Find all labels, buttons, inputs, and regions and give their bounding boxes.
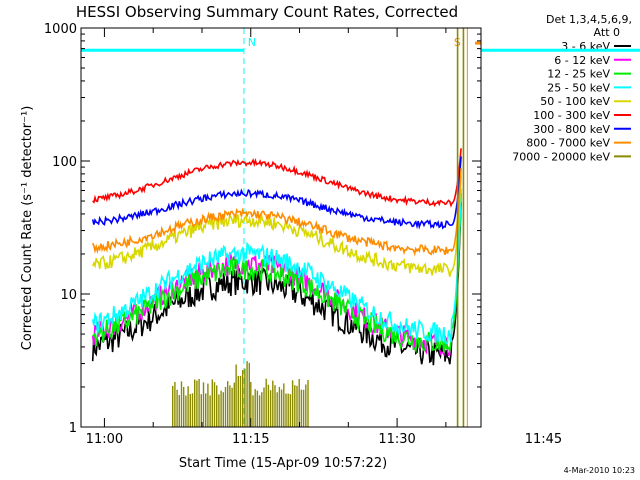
y-tick-label: 10 xyxy=(60,288,77,303)
series-line xyxy=(91,188,462,345)
legend-header-1: Det 1,3,4,5,6,9, xyxy=(546,13,632,26)
legend-label: 12 - 25 keV xyxy=(547,68,610,81)
y-tick-label: 100 xyxy=(52,155,77,170)
legend-header-2: Att 0 xyxy=(594,26,620,39)
series-line xyxy=(91,168,462,257)
legend-label: 800 - 7000 keV xyxy=(526,137,610,150)
y-tick-label: 1 xyxy=(69,421,77,436)
x-tick-label: 11:30 xyxy=(378,432,415,447)
x-tick-label: 11:15 xyxy=(232,432,269,447)
y-tick-label: 1000 xyxy=(44,22,77,37)
y-axis-label: Corrected Count Rate (s⁻¹ detector⁻¹) xyxy=(20,106,35,351)
series-line xyxy=(92,197,462,354)
series-line xyxy=(91,202,462,366)
legend-label: 50 - 100 keV xyxy=(540,95,610,108)
marker-label: N xyxy=(248,36,256,49)
legend-label: 6 - 12 keV xyxy=(554,54,610,67)
timestamp: 4-Mar-2010 10:23 xyxy=(564,466,635,475)
x-tick-label: 11:00 xyxy=(86,432,123,447)
legend-label: 7000 - 20000 keV xyxy=(512,150,610,163)
series-lines xyxy=(91,28,465,427)
legend-label: 300 - 800 keV xyxy=(533,123,610,136)
chart-title: HESSI Observing Summary Count Rates, Cor… xyxy=(76,3,458,21)
series-line xyxy=(92,148,462,208)
x-axis-label: Start Time (15-Apr-09 10:57:22) xyxy=(179,456,387,471)
x-tick-label: 11:45 xyxy=(525,432,562,447)
legend-label: 25 - 50 keV xyxy=(547,81,610,94)
plot-frame xyxy=(80,27,482,428)
legend-label: 100 - 300 keV xyxy=(533,109,610,122)
series-line xyxy=(91,156,462,230)
series-line xyxy=(91,175,462,277)
y-axis: 1 10 100 1000 xyxy=(44,22,481,436)
